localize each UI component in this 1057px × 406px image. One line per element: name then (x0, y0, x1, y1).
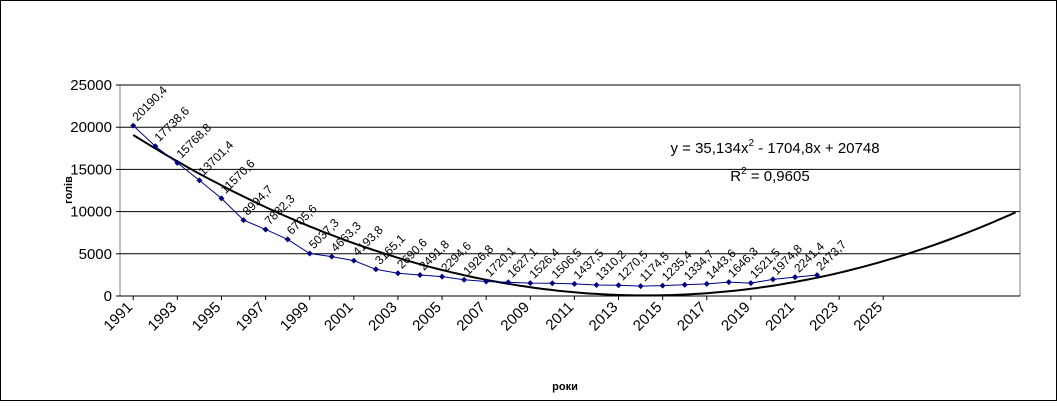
r2-rest: = 0,9605 (747, 168, 810, 185)
marker (196, 177, 203, 184)
marker (461, 276, 468, 283)
marker (306, 250, 313, 257)
marker (615, 282, 622, 289)
marker (262, 226, 269, 233)
marker (659, 282, 666, 289)
equation-rest: - 1704,8x + 20748 (754, 140, 880, 157)
y-axis-label: голів (63, 176, 75, 204)
marker (571, 280, 578, 287)
r2-lead: R (730, 168, 741, 185)
marker (637, 283, 644, 290)
y-tick-label: 25000 (70, 77, 112, 94)
marker (417, 271, 423, 278)
marker (372, 266, 379, 273)
marker (130, 122, 137, 129)
equation-lead: y = 35,134x (670, 140, 748, 157)
marker (483, 278, 490, 285)
marker (681, 281, 688, 288)
marker (814, 272, 821, 279)
marker (328, 253, 335, 260)
marker (593, 281, 600, 288)
marker (240, 217, 247, 224)
marker (284, 236, 291, 243)
y-tick-label: 0 (104, 288, 112, 305)
marker (218, 195, 225, 202)
marker (152, 143, 159, 150)
marker (527, 280, 534, 287)
x-axis-label: роки (552, 381, 578, 393)
marker (505, 279, 512, 286)
y-tick-label: 20000 (70, 119, 112, 136)
marker (439, 273, 446, 280)
y-tick-label: 15000 (70, 161, 112, 178)
trend-equation: y = 35,134x2 - 1704,8x + 20748 (670, 138, 879, 157)
r-squared: R2 = 0,9605 (730, 166, 809, 185)
series-line (132, 125, 818, 287)
equation-power: 2 (748, 138, 754, 149)
marker (703, 280, 710, 287)
marker (769, 276, 776, 283)
marker (350, 257, 357, 264)
y-tick-label: 5000 (79, 246, 112, 263)
marker (394, 270, 401, 277)
marker (725, 279, 732, 286)
marker (747, 280, 754, 287)
marker (792, 274, 798, 281)
marker (549, 280, 556, 287)
y-tick-label: 10000 (70, 204, 112, 221)
marker (174, 159, 181, 166)
r2-power: 2 (741, 166, 747, 177)
trendline (132, 134, 1017, 297)
